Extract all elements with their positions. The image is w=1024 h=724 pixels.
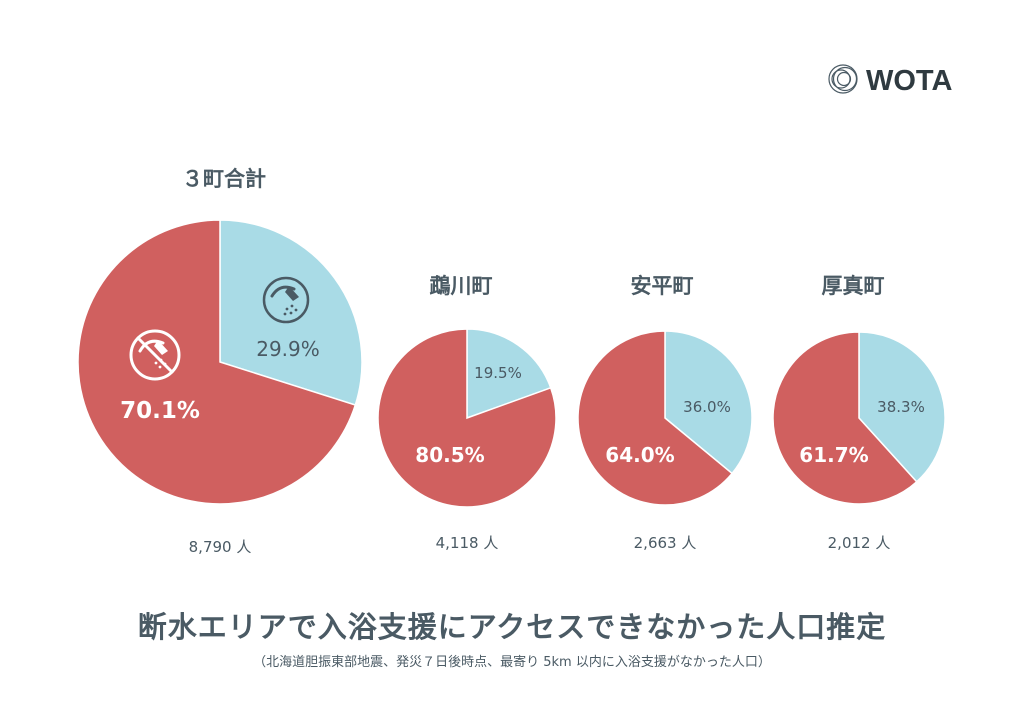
slice-label: 61.7%	[799, 443, 868, 467]
population-total: 8,790 人	[189, 538, 252, 556]
wota-logo-text: WOTA	[866, 65, 952, 97]
pie-chart-3: 厚真町 38.3% 61.7% 2,012 人	[772, 274, 946, 552]
population-total: 2,012 人	[828, 534, 891, 552]
pie-title: 安平町	[631, 274, 694, 298]
shower-icon	[262, 276, 310, 324]
slice-label: 36.0%	[683, 398, 731, 416]
slice-label: 64.0%	[605, 443, 674, 467]
wota-logo-mark	[828, 64, 858, 94]
pie-chart-2: 安平町 36.0% 64.0% 2,663 人	[577, 274, 753, 552]
wota-logo: WOTA	[828, 64, 952, 97]
pie-title: 厚真町	[822, 274, 885, 298]
pie-slice-unsupported	[377, 328, 557, 508]
slice-label: 19.5%	[474, 364, 522, 382]
pie-chart-1: 鵡川町 19.5% 80.5% 4,118 人	[377, 274, 557, 552]
pie-slice-unsupported	[577, 330, 734, 506]
subtitle: （北海道胆振東部地震、発災７日後時点、最寄り 5km 以内に入浴支援がなかった人…	[253, 655, 771, 670]
slice-label: 80.5%	[415, 443, 484, 467]
slice-label: 29.9%	[256, 337, 320, 361]
pie-title: ３町合計	[182, 167, 266, 191]
pie-slice-unsupported	[772, 331, 918, 505]
main-title: 断水エリアで入浴支援にアクセスできなかった人口推定	[137, 610, 887, 644]
pie-title: 鵡川町	[430, 274, 493, 298]
pie-slice-supported	[858, 331, 946, 483]
pie-slice-supported	[664, 330, 753, 475]
no-shower-icon	[129, 329, 181, 381]
population-total: 4,118 人	[436, 534, 499, 552]
pie-chart-0: ３町合計 29.9% 70.1% 8,790 人	[77, 167, 363, 556]
pie-charts: ３町合計 29.9% 70.1% 8,790 人 鵡川町 19.5% 80.5% 4,118 …	[77, 167, 946, 556]
slice-label: 70.1%	[120, 398, 200, 424]
pie-slice-unsupported	[77, 219, 357, 505]
slice-label: 38.3%	[877, 398, 925, 416]
pie-slice-supported	[466, 328, 552, 420]
population-total: 2,663 人	[634, 534, 697, 552]
